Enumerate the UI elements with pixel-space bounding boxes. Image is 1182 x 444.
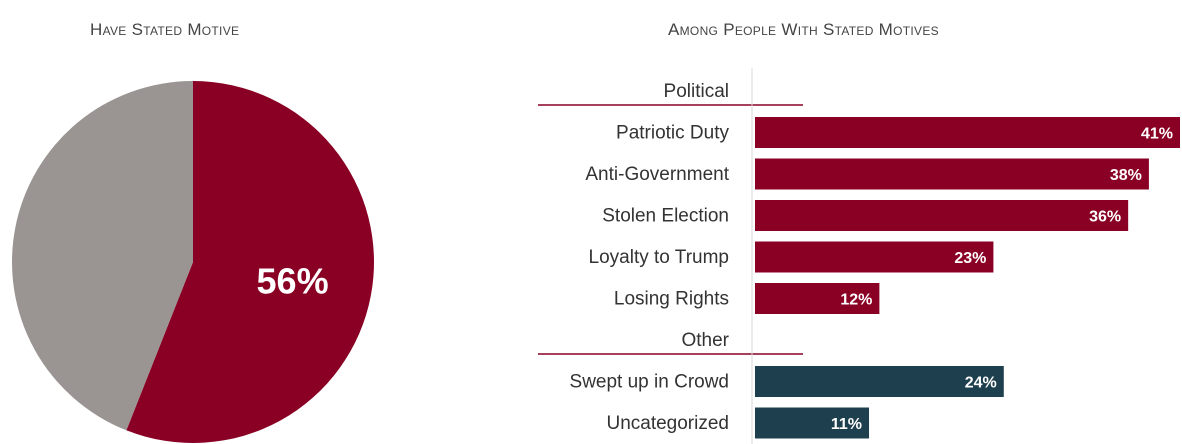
bar-value-label-0: 41% bbox=[1141, 126, 1173, 143]
bar-chart-title: Among People With Stated Motives bbox=[668, 20, 939, 39]
group-header-political: Political bbox=[664, 81, 729, 102]
bar-3 bbox=[755, 241, 994, 273]
category-label-6: Uncategorized bbox=[606, 413, 729, 434]
bar-value-label-5: 24% bbox=[965, 375, 997, 392]
bar-1 bbox=[755, 158, 1149, 190]
bar-4 bbox=[755, 283, 880, 314]
bar-6 bbox=[755, 407, 870, 439]
bar-0 bbox=[755, 117, 1180, 148]
bar-5 bbox=[755, 366, 1004, 397]
pie-chart: 56% bbox=[11, 81, 374, 443]
pie-slice-0 bbox=[126, 81, 374, 443]
group-header-other: Other bbox=[681, 330, 729, 351]
bar-value-label-2: 36% bbox=[1089, 209, 1121, 226]
category-label-4: Losing Rights bbox=[614, 289, 729, 310]
category-label-1: Anti-Government bbox=[585, 164, 729, 185]
category-label-2: Stolen Election bbox=[602, 206, 729, 227]
bar-value-label-4: 12% bbox=[840, 292, 872, 309]
pie-chart-title: Have Stated Motive bbox=[90, 20, 240, 39]
bar-value-label-1: 38% bbox=[1110, 167, 1142, 184]
bar-value-label-6: 11% bbox=[831, 416, 862, 433]
category-label-3: Loyalty to Trump bbox=[589, 247, 729, 268]
pie-slice-label-0: 56% bbox=[257, 260, 329, 301]
pie-slice-1 bbox=[11, 81, 194, 431]
bar-2 bbox=[755, 200, 1129, 231]
bar-value-label-3: 23% bbox=[954, 250, 986, 267]
category-label-5: Swept up in Crowd bbox=[570, 372, 729, 393]
category-label-0: Patriotic Duty bbox=[616, 123, 729, 144]
